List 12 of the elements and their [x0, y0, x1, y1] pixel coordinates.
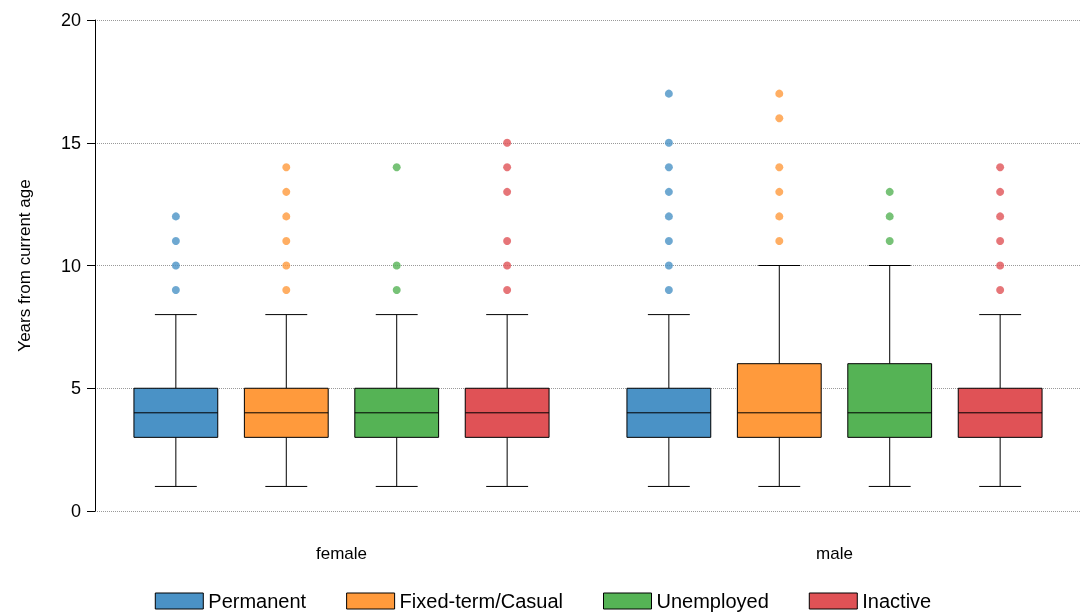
legend-label: Permanent	[208, 590, 307, 612]
y-axis-title: Years from current age	[15, 179, 34, 352]
legend-label: Fixed-term/Casual	[399, 590, 564, 612]
y-tick-label: 10	[60, 255, 81, 276]
y-tick-label: 15	[60, 132, 81, 153]
y-tick-label: 0	[70, 501, 81, 521]
y-tick-label: 5	[70, 378, 81, 399]
legend-label: Inactive	[862, 590, 932, 612]
x-tick-label: male	[816, 544, 853, 563]
legend-label: Unemployed	[656, 590, 769, 612]
x-tick-label: female	[315, 544, 368, 563]
y-tick-label: 20	[60, 10, 81, 30]
